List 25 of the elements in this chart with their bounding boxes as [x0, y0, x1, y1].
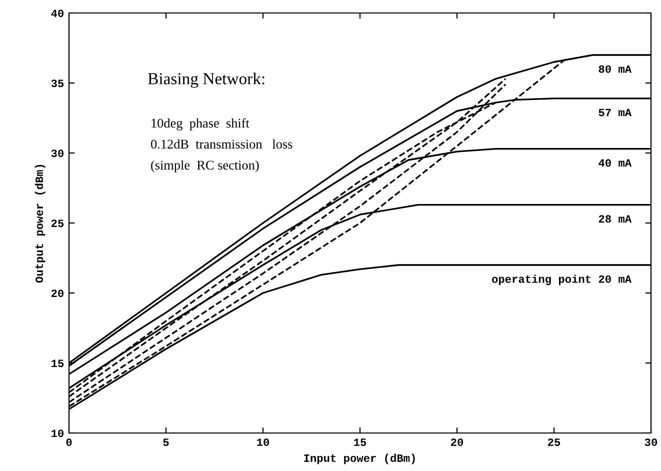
x-tick-label: 10 — [257, 438, 270, 446]
x-tick-label: 20 — [451, 438, 464, 446]
y-tick-label: 30 — [51, 150, 64, 158]
x-tick-label: 30 — [644, 438, 658, 446]
x-tick-label: 15 — [354, 438, 366, 446]
y-tick-label: 10 — [52, 430, 64, 438]
y-axis-title: Output power (dBm) — [34, 164, 46, 283]
x-tick-label: 5 — [163, 438, 169, 446]
x-axis-title: Input power (dBm) — [304, 454, 415, 464]
y-tick-label: 15 — [52, 360, 64, 368]
y-tick-label: 20 — [51, 290, 64, 298]
annotation: 0.12dB transmission loss — [150, 139, 292, 149]
y-tick-label: 40 — [51, 10, 64, 18]
legend-label: 28 mA — [598, 215, 632, 223]
annotation: (simple RC section) — [151, 160, 259, 172]
series-label: 80 mA — [598, 65, 632, 73]
y-tick-label: 25 — [51, 220, 64, 228]
series-label: 57 mA — [598, 108, 632, 116]
series-label: operating point 20 mA — [492, 274, 632, 286]
annotation: Biasing Network: — [148, 72, 264, 88]
x-tick-label: 0 — [66, 438, 72, 446]
y-tick-label: 35 — [51, 80, 64, 88]
series-label: 40 mA — [598, 159, 632, 167]
annotation: 10deg phase shift — [152, 118, 250, 130]
x-tick-label: 25 — [548, 438, 560, 446]
